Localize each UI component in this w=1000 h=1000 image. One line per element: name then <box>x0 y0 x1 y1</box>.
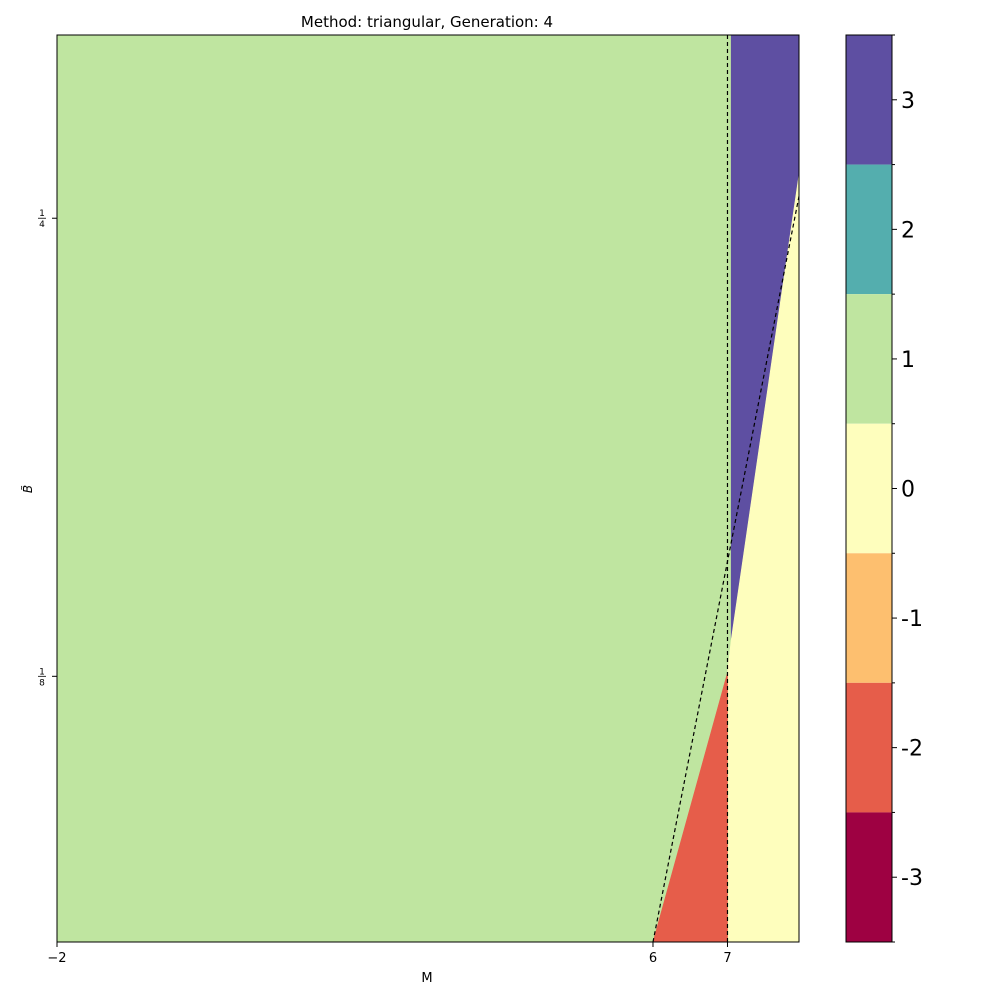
x-tick-label: 6 <box>649 951 657 966</box>
colorbar-label: -2 <box>901 737 923 762</box>
x-tick-label: −2 <box>47 951 66 966</box>
heatmap-regions <box>57 35 799 942</box>
y-tick-numerator: 1 <box>39 667 45 677</box>
colorbar-label: -1 <box>901 607 923 632</box>
colorbar-label: 3 <box>901 89 915 114</box>
colorbar-label: 1 <box>901 348 915 373</box>
y-tick-numerator: 1 <box>39 209 45 219</box>
x-tick-label: 7 <box>723 951 731 966</box>
region-3 <box>730 35 799 640</box>
colorbar-cell-3 <box>846 35 892 165</box>
colorbar-label: 0 <box>901 478 915 503</box>
colorbar: 3 2 1 0 -1 -2 -3 <box>845 34 923 943</box>
x-axis-ticks: −2 6 7 <box>47 942 732 966</box>
colorbar-cell--1 <box>846 553 892 683</box>
colorbar-cells <box>846 35 892 942</box>
region-1 <box>57 35 732 942</box>
colorbar-ticks: 3 2 1 0 -1 -2 -3 <box>892 34 923 943</box>
colorbar-cell-2 <box>846 164 892 295</box>
y-tick-label: 18 <box>38 667 46 688</box>
colorbar-label: -3 <box>901 866 923 891</box>
colorbar-cell-0 <box>846 423 892 554</box>
y-axis-label: B̃ <box>21 485 35 493</box>
colorbar-cell--2 <box>846 682 892 813</box>
plot-frame <box>56 34 800 943</box>
reference-lines <box>652 35 799 942</box>
colorbar-cell-1 <box>846 294 892 424</box>
plot-area <box>56 34 800 943</box>
y-tick-denominator: 4 <box>39 220 45 230</box>
y-tick-label: 14 <box>38 209 46 230</box>
reference-line-2 <box>652 196 799 942</box>
colorbar-label: 2 <box>901 218 915 243</box>
colorbar-cell--3 <box>846 812 892 942</box>
chart-title: Method: triangular, Generation: 4 <box>301 13 553 31</box>
x-axis-label: M <box>421 971 432 986</box>
y-tick-denominator: 8 <box>39 678 45 688</box>
